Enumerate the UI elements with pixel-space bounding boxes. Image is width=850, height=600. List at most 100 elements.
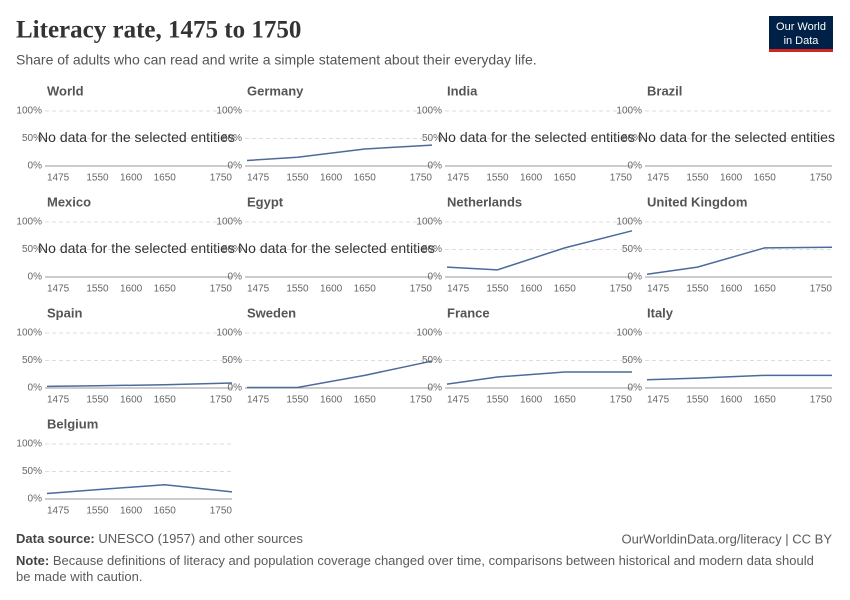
x-tick-label: 1550: [486, 395, 509, 406]
x-tick-label: 1475: [247, 395, 270, 406]
x-tick-label: 1750: [610, 395, 633, 406]
x-tick-label: 1600: [320, 173, 343, 184]
x-tick-label: 1750: [610, 173, 633, 184]
logo[interactable]: [769, 16, 833, 52]
x-tick-label: 1600: [520, 395, 543, 406]
line: [646, 374, 832, 381]
x-tick-label: 1475: [47, 284, 70, 295]
panel-title: World: [47, 83, 84, 98]
note-label: Note:: [16, 553, 50, 568]
panel-title: Netherlands: [447, 194, 522, 209]
y-tick-label: 0%: [228, 272, 243, 283]
x-tick-label: 1750: [210, 284, 233, 295]
x-tick-label: 1750: [810, 284, 833, 295]
no-data-message: No data for the selected entities: [238, 240, 435, 256]
x-tick-label: 1650: [754, 284, 777, 295]
source-text: UNESCO (1957) and other sources: [98, 531, 303, 546]
y-tick-label: 50%: [622, 244, 642, 255]
y-tick-label: 50%: [222, 355, 242, 366]
panel-title: Egypt: [247, 194, 284, 209]
x-tick-label: 1750: [210, 173, 233, 184]
x-tick-label: 1650: [554, 395, 577, 406]
logo-text: Our World: [776, 21, 826, 33]
y-tick-label: 50%: [622, 133, 642, 144]
y-tick-label: 100%: [416, 106, 442, 117]
x-tick-label: 1600: [120, 173, 143, 184]
y-tick-label: 50%: [422, 244, 442, 255]
y-tick-label: 50%: [22, 466, 42, 477]
y-tick-label: 100%: [16, 217, 42, 228]
x-tick-label: 1600: [720, 284, 743, 295]
panel-title: France: [447, 305, 490, 320]
y-tick-label: 0%: [628, 161, 643, 172]
x-tick-label: 1475: [647, 395, 670, 406]
y-tick-label: 0%: [28, 494, 43, 505]
panel-title: Brazil: [647, 83, 682, 98]
y-tick-label: 100%: [416, 217, 442, 228]
x-tick-label: 1475: [447, 173, 470, 184]
x-tick-label: 1750: [210, 506, 233, 517]
x-tick-label: 1750: [610, 284, 633, 295]
title: Literacy rate, 1475 to 1750: [16, 17, 301, 44]
y-tick-label: 100%: [216, 106, 242, 117]
x-tick-label: 1550: [686, 173, 709, 184]
x-tick-label: 1650: [354, 395, 377, 406]
url[interactable]: OurWorldinData.org/literacy | CC BY: [622, 531, 833, 546]
y-tick-label: 100%: [616, 106, 642, 117]
panel-title: Italy: [647, 305, 674, 320]
x-tick-label: 1475: [647, 284, 670, 295]
x-tick-label: 1475: [447, 284, 470, 295]
y-tick-label: 100%: [416, 328, 442, 339]
y-tick-label: 50%: [422, 133, 442, 144]
source: Data source: UNESCO (1957) and other sou…: [16, 531, 303, 546]
y-tick-label: 0%: [628, 383, 643, 394]
panel-title: Germany: [247, 83, 304, 98]
y-tick-label: 50%: [422, 355, 442, 366]
x-tick-label: 1550: [486, 284, 509, 295]
y-tick-label: 50%: [22, 244, 42, 255]
y-tick-label: 100%: [616, 217, 642, 228]
y-tick-label: 50%: [622, 355, 642, 366]
x-tick-label: 1600: [520, 173, 543, 184]
x-tick-label: 1600: [120, 284, 143, 295]
x-tick-label: 1475: [247, 284, 270, 295]
x-tick-label: 1650: [554, 284, 577, 295]
x-tick-label: 1600: [320, 284, 343, 295]
line: [246, 144, 433, 162]
line: [446, 230, 633, 271]
x-tick-label: 1600: [720, 173, 743, 184]
y-tick-label: 0%: [628, 272, 643, 283]
x-tick-label: 1600: [120, 506, 143, 517]
y-tick-label: 0%: [428, 272, 443, 283]
x-tick-label: 1550: [486, 173, 509, 184]
y-tick-label: 0%: [428, 383, 443, 394]
x-tick-label: 1750: [410, 395, 433, 406]
no-data-message: No data for the selected entities: [38, 240, 235, 256]
y-tick-label: 50%: [222, 244, 242, 255]
x-tick-label: 1550: [86, 173, 109, 184]
x-tick-label: 1650: [154, 173, 177, 184]
x-tick-label: 1650: [354, 284, 377, 295]
x-tick-label: 1750: [810, 395, 833, 406]
note-text: Because definitions of literacy and popu…: [16, 553, 814, 584]
y-tick-label: 0%: [228, 383, 243, 394]
x-tick-label: 1750: [810, 173, 833, 184]
line: [646, 246, 833, 275]
y-tick-label: 100%: [16, 439, 42, 450]
x-tick-label: 1550: [286, 395, 309, 406]
x-tick-label: 1550: [86, 506, 109, 517]
x-tick-label: 1475: [47, 395, 70, 406]
x-tick-label: 1550: [86, 284, 109, 295]
y-tick-label: 0%: [28, 383, 43, 394]
line: [46, 483, 233, 495]
x-tick-label: 1650: [754, 395, 777, 406]
x-tick-label: 1550: [286, 284, 309, 295]
y-tick-label: 0%: [28, 161, 43, 172]
x-tick-label: 1475: [647, 173, 670, 184]
y-tick-label: 0%: [28, 272, 43, 283]
x-tick-label: 1600: [120, 395, 143, 406]
y-tick-label: 0%: [428, 161, 443, 172]
no-data-message: No data for the selected entities: [638, 129, 835, 145]
y-tick-label: 50%: [222, 133, 242, 144]
